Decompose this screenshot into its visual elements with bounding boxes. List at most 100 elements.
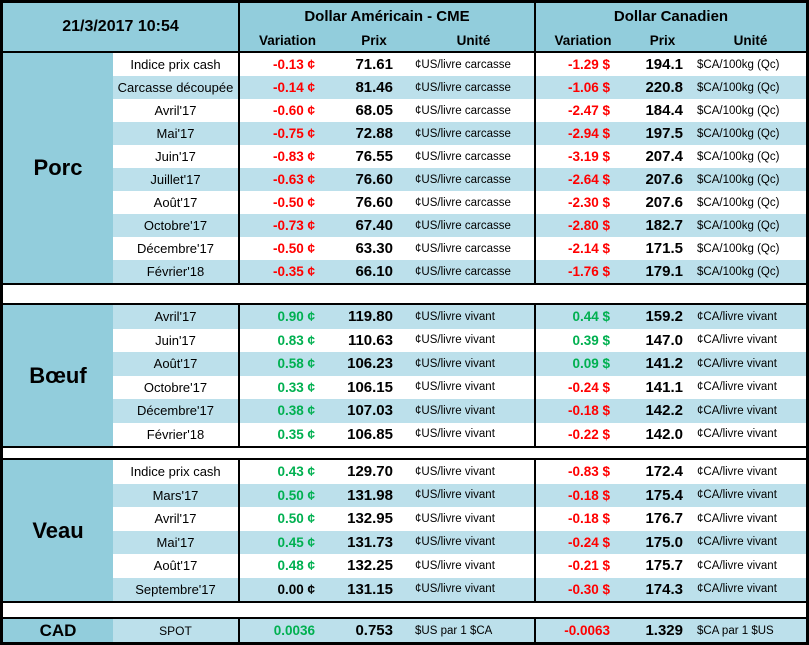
cell-ca-unit[interactable]: ¢CA/livre vivant [697, 381, 777, 394]
cell-row-label[interactable]: Août'17 [113, 191, 240, 214]
us-variation-header[interactable]: Variation [258, 33, 317, 48]
ca-prix-header[interactable]: Prix [649, 33, 676, 48]
cell-us-variation[interactable]: 0.50 ¢ [277, 511, 315, 527]
cell-ca-variation[interactable]: 0.44 $ [536, 305, 630, 329]
cell-ca-price[interactable]: 142.0 [645, 425, 683, 443]
cell-us-unit[interactable]: ¢US/livre carcasse [413, 145, 536, 168]
cell-ca-unit[interactable]: ¢CA/livre vivant [695, 577, 806, 601]
cell-ca-price[interactable]: 184.4 [645, 102, 683, 119]
section-label-cad[interactable]: CAD [3, 619, 113, 642]
cell-row-label[interactable]: Février'18 [113, 422, 240, 446]
cell-us-price[interactable]: 131.98 [335, 483, 413, 507]
cell-us-price[interactable]: 68.05 [355, 102, 393, 119]
cell-ca-price[interactable]: 197.5 [630, 122, 695, 145]
cell-us-price[interactable]: 76.55 [355, 148, 393, 165]
cell-ca-variation[interactable]: -2.80 $ [536, 214, 630, 237]
cell-ca-price[interactable]: 147.0 [645, 331, 683, 349]
cell-row-label[interactable]: Août'17 [113, 554, 240, 578]
cell-us-unit[interactable]: ¢US/livre vivant [413, 507, 536, 531]
cell-us-unit[interactable]: ¢US/livre carcasse [413, 214, 536, 237]
cell-ca-unit[interactable]: $CA/100kg (Qc) [697, 150, 780, 163]
cell-ca-unit[interactable]: $CA/100kg (Qc) [695, 168, 806, 191]
cell-us-unit[interactable]: ¢US/livre vivant [413, 399, 536, 423]
cell-us-variation[interactable]: -0.50 ¢ [272, 241, 315, 256]
cell-row-label[interactable]: SPOT [113, 619, 240, 642]
cell-ca-variation[interactable]: 0.09 $ [536, 352, 630, 376]
cell-us-variation[interactable]: -0.83 ¢ [272, 149, 315, 164]
cell-ca-price[interactable]: 182.7 [630, 214, 695, 237]
cell-ca-unit[interactable]: ¢CA/livre vivant [697, 428, 777, 441]
cell-ca-price[interactable]: 141.1 [645, 378, 683, 396]
cell-us-price[interactable]: 132.95 [347, 510, 393, 528]
cell-ca-price[interactable]: 174.3 [630, 577, 695, 601]
cell-ca-price[interactable]: 207.4 [645, 148, 683, 165]
cell-ca-variation[interactable]: -0.83 $ [567, 464, 610, 480]
cell-ca-unit[interactable]: ¢CA/livre vivant [695, 530, 806, 554]
cell-us-variation[interactable]: -0.75 ¢ [240, 122, 335, 145]
cell-ca-variation[interactable]: -0.30 $ [536, 577, 630, 601]
cell-ca-unit[interactable]: ¢CA/livre vivant [695, 352, 806, 376]
cell-us-unit[interactable]: $US par 1 $CA [413, 619, 536, 642]
cell-us-price[interactable]: 106.23 [335, 352, 413, 376]
cell-us-price[interactable]: 76.60 [335, 168, 413, 191]
cell-us-unit[interactable]: ¢US/livre vivant [413, 530, 536, 554]
cell-us-price[interactable]: 0.753 [335, 619, 413, 642]
cell-ca-variation[interactable]: -0.24 $ [536, 530, 630, 554]
cell-us-price[interactable]: 81.46 [335, 76, 413, 99]
cell-us-variation[interactable]: -0.50 ¢ [272, 195, 315, 210]
cell-row-label[interactable]: Septembre'17 [113, 577, 240, 601]
cell-us-unit[interactable]: ¢US/livre carcasse [413, 99, 536, 122]
cell-ca-variation[interactable]: -2.47 $ [567, 103, 610, 118]
cell-row-label[interactable]: Indice prix cash [113, 460, 240, 484]
cell-us-variation[interactable]: 0.35 ¢ [277, 426, 315, 442]
cell-ca-unit[interactable]: $CA par 1 $US [695, 619, 806, 642]
cell-us-price[interactable]: 106.15 [347, 378, 393, 396]
cell-ca-price[interactable]: 171.5 [645, 240, 683, 257]
cell-us-variation[interactable]: 0.0036 [240, 619, 335, 642]
cell-row-label[interactable]: Avril'17 [113, 305, 240, 329]
cell-us-variation[interactable]: 0.00 ¢ [240, 577, 335, 601]
cell-ca-price[interactable]: 175.0 [630, 530, 695, 554]
cell-us-variation[interactable]: -0.60 ¢ [272, 103, 315, 118]
cell-ca-price[interactable]: 175.7 [645, 557, 683, 575]
cell-row-label[interactable]: Décembre'17 [113, 237, 240, 260]
cell-ca-price[interactable]: 172.4 [645, 463, 683, 481]
us-prix-header[interactable]: Prix [361, 33, 387, 48]
cell-us-price[interactable]: 110.63 [347, 331, 393, 349]
cell-row-label[interactable]: Mai'17 [113, 530, 240, 554]
section-label-veau[interactable]: Veau [3, 460, 113, 601]
cell-us-price[interactable]: 129.70 [347, 463, 393, 481]
cell-us-price[interactable]: 67.40 [335, 214, 413, 237]
cell-ca-variation[interactable]: -0.18 $ [536, 483, 630, 507]
cell-us-price[interactable]: 132.25 [347, 557, 393, 575]
cell-ca-unit[interactable]: $CA/100kg (Qc) [695, 260, 806, 283]
cell-ca-variation[interactable]: -0.18 $ [536, 399, 630, 423]
section-label-boeuf[interactable]: Bœuf [3, 305, 113, 446]
cell-us-variation[interactable]: -0.14 ¢ [240, 76, 335, 99]
cell-ca-price[interactable]: 142.2 [630, 399, 695, 423]
cell-ca-variation[interactable]: -1.76 $ [536, 260, 630, 283]
us-dollar-header[interactable]: Dollar Américain - CME [240, 3, 536, 30]
cell-ca-price[interactable]: 179.1 [630, 260, 695, 283]
cell-ca-unit[interactable]: $CA/100kg (Qc) [697, 104, 780, 117]
cell-ca-unit[interactable]: $CA/100kg (Qc) [695, 122, 806, 145]
cell-ca-variation[interactable]: -2.14 $ [567, 241, 610, 256]
cell-ca-price[interactable]: 207.6 [630, 168, 695, 191]
cell-row-label[interactable]: Mai'17 [113, 122, 240, 145]
cell-ca-unit[interactable]: ¢CA/livre vivant [697, 559, 777, 572]
ca-dollar-header[interactable]: Dollar Canadien [613, 8, 729, 25]
cell-us-variation[interactable]: 0.90 ¢ [240, 305, 335, 329]
cell-row-label[interactable]: Octobre'17 [113, 214, 240, 237]
cell-ca-price[interactable]: 220.8 [630, 76, 695, 99]
cell-row-label[interactable]: Avril'17 [113, 507, 240, 531]
cell-row-label[interactable]: Juin'17 [113, 328, 240, 352]
cell-us-price[interactable]: 119.80 [335, 305, 413, 329]
cell-us-unit[interactable]: ¢US/livre vivant [413, 328, 536, 352]
cell-us-unit[interactable]: ¢US/livre vivant [413, 352, 536, 376]
cell-ca-variation[interactable]: -0.24 $ [567, 379, 610, 395]
cell-ca-price[interactable]: 159.2 [630, 305, 695, 329]
cell-row-label[interactable]: Juin'17 [113, 145, 240, 168]
cell-us-variation[interactable]: -0.35 ¢ [240, 260, 335, 283]
cell-row-label[interactable]: Mars'17 [113, 483, 240, 507]
cell-us-unit[interactable]: ¢US/livre vivant [413, 375, 536, 399]
